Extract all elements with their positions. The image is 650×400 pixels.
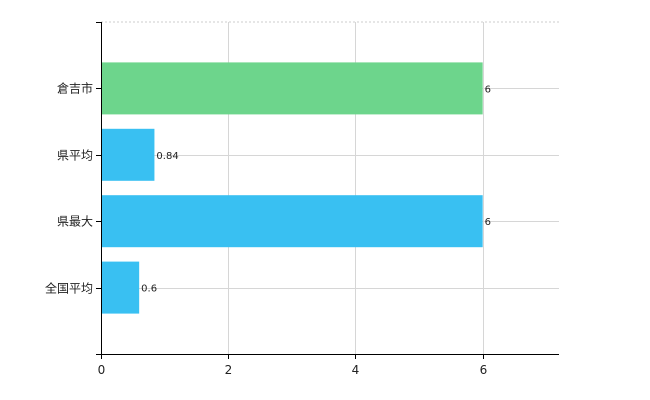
data-label: 0.6 — [141, 284, 157, 295]
bars — [101, 62, 483, 314]
category-label: 全国平均 — [45, 281, 93, 296]
data-label: 0.84 — [156, 151, 178, 162]
bar-3 — [101, 195, 483, 248]
bar-4 — [101, 261, 140, 314]
x-tick-label: 4 — [352, 363, 360, 377]
category-label: 倉吉市 — [57, 81, 93, 96]
category-label: 県最大 — [57, 215, 93, 229]
axes — [96, 22, 559, 359]
category-label: 県平均 — [57, 149, 93, 163]
data-label: 6 — [485, 84, 491, 95]
bar-1 — [101, 62, 483, 115]
x-tick-label: 6 — [480, 363, 488, 377]
x-tick-label: 0 — [98, 363, 106, 377]
x-tick-label: 2 — [225, 363, 233, 377]
bar-2 — [101, 128, 155, 181]
data-label: 6 — [485, 217, 491, 228]
